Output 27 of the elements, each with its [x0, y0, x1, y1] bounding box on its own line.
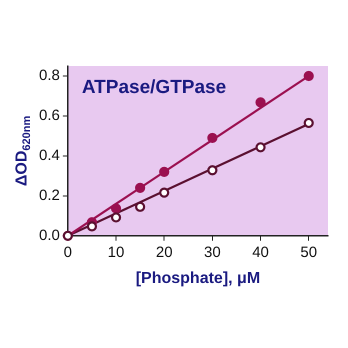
y-tick-label: 0.2	[38, 186, 60, 204]
y-tick-label: 0.8	[38, 67, 60, 84]
text: ATPase/GTPase	[82, 77, 226, 98]
point	[135, 182, 146, 193]
y-tick-label: 0.0	[38, 226, 60, 244]
x-tick-label: 50	[300, 244, 318, 261]
x-tick-label: 40	[252, 244, 269, 261]
y-tick-label: 0.6	[38, 107, 60, 124]
x-tick-label: 20	[156, 244, 173, 261]
point	[207, 165, 218, 176]
x-axis-title: [Phosphate], μM	[136, 270, 260, 287]
y-tick-label: 0.4	[38, 147, 60, 164]
point	[304, 118, 314, 128]
point	[135, 202, 146, 212]
point	[159, 166, 170, 177]
y-axis-title: ΔOD620nm	[13, 116, 34, 186]
x-tick-label: 10	[108, 244, 124, 261]
x-tick-label: 0	[64, 244, 72, 261]
point	[304, 70, 314, 82]
point	[110, 203, 122, 214]
point	[159, 188, 170, 198]
point	[207, 132, 218, 144]
point	[86, 221, 98, 232]
point	[110, 212, 122, 223]
point	[255, 97, 266, 108]
point	[255, 142, 266, 152]
x-tick-label: 30	[204, 244, 221, 261]
